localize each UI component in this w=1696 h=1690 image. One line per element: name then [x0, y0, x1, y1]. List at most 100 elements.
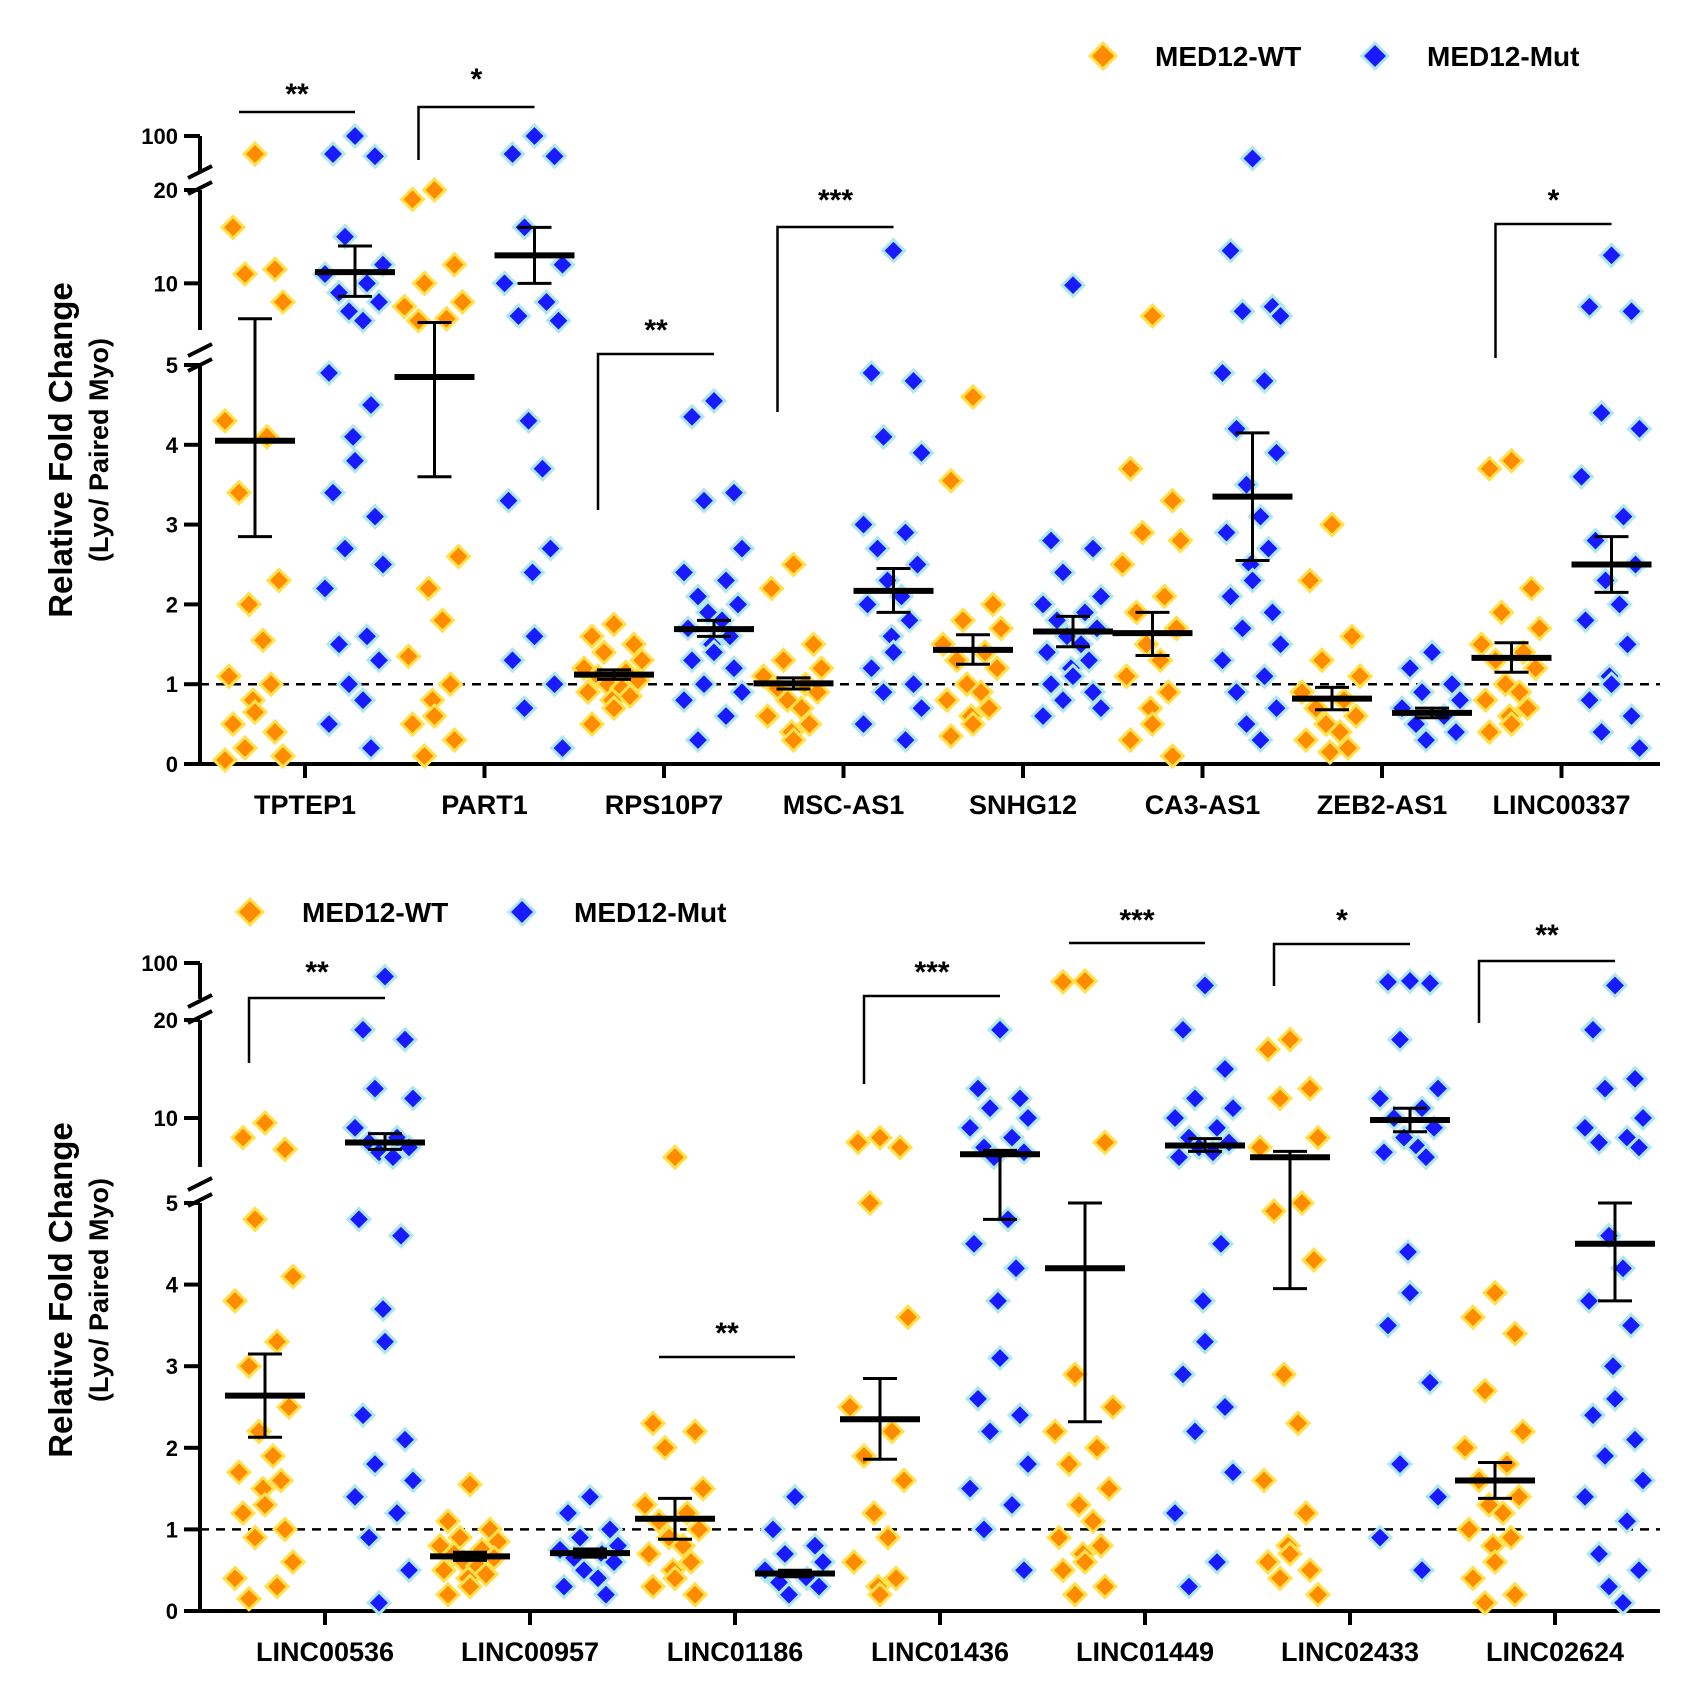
data-point — [1617, 1312, 1645, 1339]
data-point — [890, 1467, 918, 1494]
series-wt — [211, 140, 1553, 774]
data-point — [361, 1075, 389, 1102]
data-point — [685, 1516, 713, 1543]
data-point — [1342, 702, 1370, 730]
data-point — [1117, 455, 1144, 482]
data-point — [956, 1114, 984, 1141]
data-point — [430, 1557, 458, 1584]
data-point — [720, 479, 748, 506]
data-point — [635, 1540, 663, 1568]
data-point — [1599, 1353, 1627, 1380]
data-point — [1575, 1287, 1603, 1315]
data-point — [684, 583, 712, 610]
data-point — [896, 607, 923, 634]
data-point — [219, 710, 247, 738]
data-point — [681, 1581, 709, 1608]
data-point — [1518, 575, 1545, 602]
data-point — [391, 1426, 419, 1453]
data-point — [411, 270, 438, 297]
data-point — [211, 746, 239, 774]
data-point — [1029, 702, 1057, 730]
data-point — [357, 391, 385, 419]
data-point — [269, 288, 297, 316]
significance-bracket: * — [417, 63, 535, 160]
data-point — [541, 671, 568, 698]
data-point — [361, 1450, 389, 1478]
data-point — [456, 1573, 484, 1600]
data-point — [689, 1475, 717, 1502]
data-point — [781, 1483, 809, 1510]
data-point — [1408, 679, 1436, 706]
data-point — [805, 1573, 833, 1600]
data-point — [519, 559, 546, 586]
data-point — [251, 1109, 279, 1137]
data-point — [1113, 663, 1140, 690]
data-point — [1308, 647, 1336, 674]
data-point — [335, 671, 363, 698]
data-point — [1239, 567, 1266, 594]
data-point — [1459, 1565, 1487, 1592]
data-point — [754, 702, 781, 730]
data-point — [1621, 1426, 1649, 1453]
data-point — [1568, 463, 1595, 490]
y-tick-label: 100 — [141, 124, 178, 149]
data-point — [964, 1385, 992, 1412]
data-point — [1250, 1467, 1278, 1494]
data-point — [959, 710, 987, 738]
data-point — [970, 1516, 998, 1543]
data-point — [840, 1548, 868, 1576]
data-point — [341, 1483, 369, 1510]
data-point — [1588, 399, 1615, 427]
data-point — [1229, 615, 1256, 642]
data-point — [550, 1573, 578, 1600]
data-point — [219, 214, 247, 241]
data-point — [1505, 1483, 1533, 1510]
data-point — [1075, 647, 1103, 674]
data-point — [1002, 1255, 1030, 1282]
data-point — [1455, 1516, 1483, 1543]
data-point — [1091, 1129, 1119, 1156]
data-point — [1374, 1312, 1402, 1339]
data-point — [631, 1491, 659, 1519]
x-tick-label: LINC02624 — [1486, 1637, 1624, 1667]
y-tick-label: 4 — [166, 433, 179, 458]
data-point — [976, 1418, 1004, 1445]
data-point — [1501, 1320, 1529, 1347]
data-point — [856, 1189, 884, 1217]
significance-label: ** — [715, 1317, 739, 1350]
data-point — [700, 387, 728, 415]
data-point — [449, 288, 476, 316]
data-point — [592, 1581, 620, 1608]
data-point — [1366, 1085, 1394, 1112]
data-point — [678, 403, 706, 430]
data-point — [1267, 631, 1294, 658]
data-point — [1396, 967, 1424, 995]
x-tick-label: LINC01186 — [667, 1637, 804, 1667]
data-point — [279, 1548, 307, 1576]
data-point — [1203, 1548, 1231, 1576]
data-point — [700, 639, 728, 666]
data-point — [231, 734, 259, 762]
bracket-line — [1494, 222, 1612, 358]
legend-marker — [1359, 40, 1391, 72]
data-point — [1304, 1124, 1332, 1151]
data-point — [1613, 1508, 1641, 1535]
data-point — [311, 575, 339, 602]
legend-label: MED12-Mut — [574, 897, 726, 928]
data-point — [574, 679, 602, 706]
data-point — [975, 695, 1003, 722]
data-point — [1263, 439, 1290, 466]
data-point — [1223, 415, 1250, 442]
data-point — [937, 722, 965, 750]
data-point — [395, 1557, 423, 1584]
data-point — [1468, 631, 1495, 658]
data-point — [1606, 591, 1633, 618]
data-point — [434, 1581, 462, 1608]
data-point — [1571, 1483, 1599, 1510]
data-point — [241, 699, 269, 726]
data-point — [780, 726, 807, 754]
y-tick-label: 5 — [166, 353, 178, 378]
data-point — [1451, 1434, 1479, 1461]
data-point — [1175, 1573, 1203, 1600]
data-point — [986, 1016, 1014, 1043]
